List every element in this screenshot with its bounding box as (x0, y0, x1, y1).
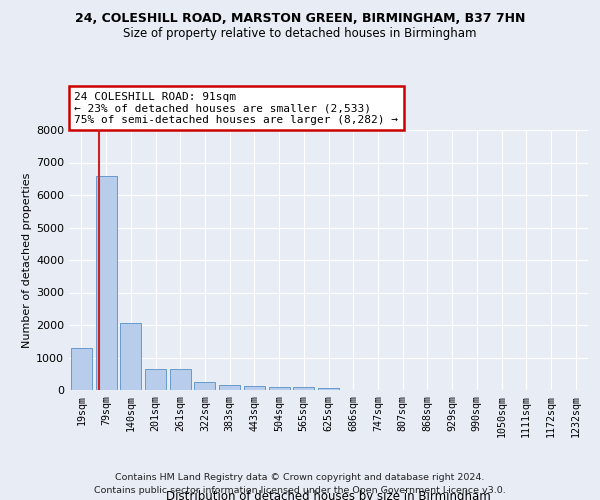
Bar (71, 348, 92, 390)
Bar (244, 386, 265, 390)
Bar (219, 386, 240, 390)
Bar (170, 368, 191, 390)
Text: 24 COLESHILL ROAD: 91sqm
← 23% of detached houses are smaller (2,533)
75% of sem: 24 COLESHILL ROAD: 91sqm ← 23% of detach… (74, 92, 398, 125)
Y-axis label: Number of detached properties: Number of detached properties (22, 172, 32, 348)
Bar (318, 388, 339, 390)
Text: 24, COLESHILL ROAD, MARSTON GREEN, BIRMINGHAM, B37 7HN: 24, COLESHILL ROAD, MARSTON GREEN, BIRMI… (75, 12, 525, 26)
X-axis label: Distribution of detached houses by size in Birmingham: Distribution of detached houses by size … (166, 490, 491, 500)
Bar (95, 176, 116, 390)
Text: Contains public sector information licensed under the Open Government Licence v3: Contains public sector information licen… (94, 486, 506, 495)
Bar (194, 382, 215, 390)
Text: Size of property relative to detached houses in Birmingham: Size of property relative to detached ho… (123, 28, 477, 40)
Bar (145, 368, 166, 390)
Bar (120, 322, 141, 390)
Bar (269, 387, 290, 390)
Bar (293, 388, 314, 390)
Text: Contains HM Land Registry data © Crown copyright and database right 2024.: Contains HM Land Registry data © Crown c… (115, 472, 485, 482)
